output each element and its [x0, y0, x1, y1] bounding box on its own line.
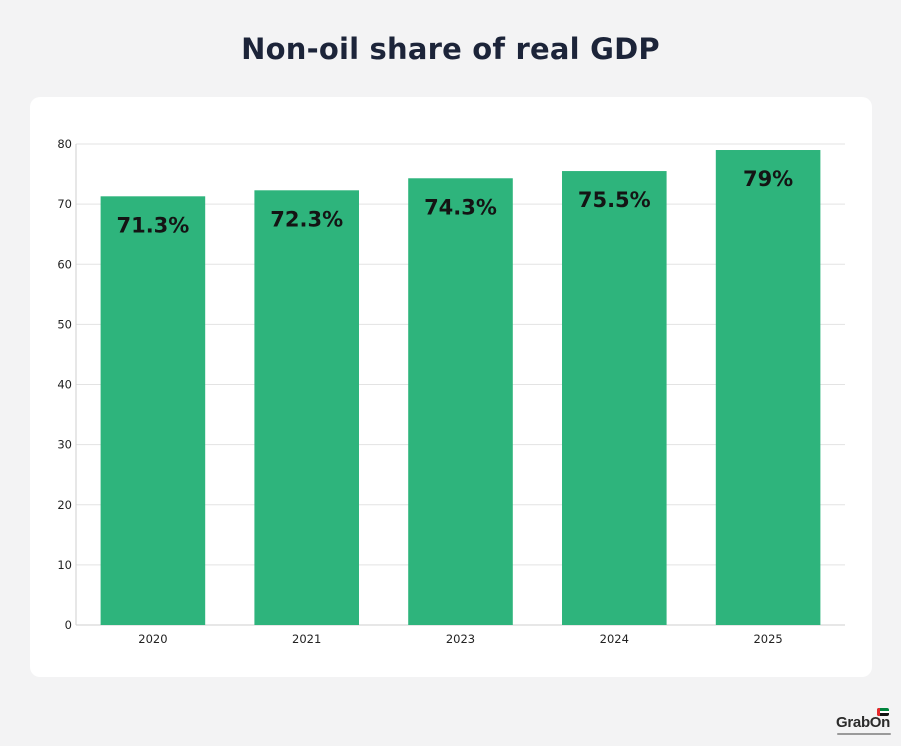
y-tick-label: 60 [57, 257, 72, 271]
x-tick-label: 2025 [753, 632, 782, 646]
data-label: 74.3% [424, 195, 497, 219]
x-tick-label: 2023 [446, 632, 475, 646]
logo-tagline [837, 733, 891, 735]
x-tick-label: 2024 [600, 632, 629, 646]
bar [254, 190, 359, 625]
y-tick-label: 30 [57, 438, 72, 452]
chart-title: Non-oil share of real GDP [241, 32, 660, 66]
data-label: 71.3% [116, 213, 189, 237]
x-tick-label: 2020 [138, 632, 167, 646]
x-tick-label: 2021 [292, 632, 321, 646]
bar [715, 150, 821, 625]
data-label: 79% [743, 167, 793, 191]
data-label: 72.3% [270, 207, 343, 231]
y-tick-label: 80 [57, 137, 72, 151]
logo-text: GrabOn [836, 714, 891, 731]
y-tick-label: 70 [57, 197, 72, 211]
y-tick-label: 10 [57, 558, 72, 572]
bar-chart: 0 10 20 30 40 50 60 70 80 71.3% 2020 72.3% 2021 74.3%… [57, 137, 845, 646]
bar [562, 171, 667, 625]
chart-card: 0 10 20 30 40 50 60 70 80 71.3% 2020 72.3% 2021 74.3%… [30, 97, 872, 677]
y-tick-label: 40 [57, 378, 72, 392]
y-tick-label: 50 [57, 317, 72, 331]
y-tick-label: 0 [65, 618, 72, 632]
bar [100, 196, 206, 625]
y-tick-label: 20 [57, 498, 72, 512]
uae-flag-icon [877, 708, 889, 716]
bar [408, 178, 513, 625]
data-label: 75.5% [578, 188, 651, 212]
grabon-logo: GrabOn [836, 708, 892, 738]
